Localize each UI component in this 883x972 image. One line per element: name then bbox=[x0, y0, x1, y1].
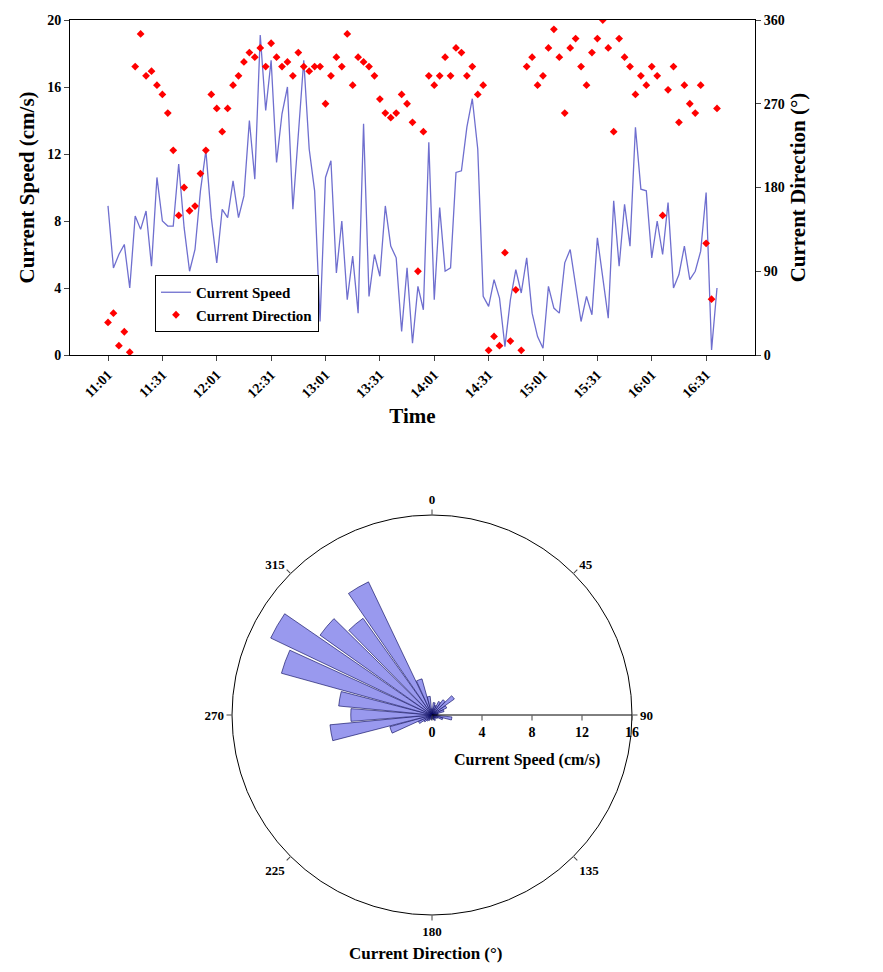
svg-text:270: 270 bbox=[204, 708, 224, 723]
svg-text:Current Direction (°): Current Direction (°) bbox=[786, 93, 810, 283]
svg-text:Current Speed (cm/s): Current Speed (cm/s) bbox=[454, 751, 600, 769]
svg-text:180: 180 bbox=[422, 924, 442, 939]
svg-text:15:31: 15:31 bbox=[571, 367, 605, 401]
svg-text:20: 20 bbox=[47, 13, 61, 28]
svg-text:16:01: 16:01 bbox=[625, 367, 659, 401]
svg-text:11:31: 11:31 bbox=[136, 367, 169, 400]
svg-text:90: 90 bbox=[640, 708, 653, 723]
svg-text:4: 4 bbox=[479, 725, 486, 740]
svg-text:13:01: 13:01 bbox=[299, 367, 333, 401]
svg-text:Current Direction: Current Direction bbox=[196, 308, 312, 324]
svg-text:16: 16 bbox=[47, 80, 61, 95]
svg-text:Current Speed: Current Speed bbox=[196, 285, 291, 301]
svg-text:0: 0 bbox=[764, 348, 771, 363]
svg-text:135: 135 bbox=[579, 863, 599, 878]
svg-text:14:01: 14:01 bbox=[408, 367, 442, 401]
svg-text:12:31: 12:31 bbox=[244, 367, 278, 401]
svg-text:12: 12 bbox=[47, 147, 61, 162]
svg-text:16:31: 16:31 bbox=[679, 367, 713, 401]
svg-text:180: 180 bbox=[764, 180, 785, 195]
svg-text:16: 16 bbox=[625, 725, 639, 740]
svg-text:14:31: 14:31 bbox=[462, 367, 496, 401]
svg-text:11:01: 11:01 bbox=[82, 367, 115, 400]
svg-text:13:31: 13:31 bbox=[353, 367, 387, 401]
svg-text:Current Speed (cm/s): Current Speed (cm/s) bbox=[15, 91, 39, 283]
svg-text:15:01: 15:01 bbox=[516, 367, 550, 401]
svg-text:90: 90 bbox=[764, 264, 778, 279]
svg-text:225: 225 bbox=[265, 863, 285, 878]
svg-text:360: 360 bbox=[764, 13, 785, 28]
svg-text:315: 315 bbox=[265, 557, 285, 572]
svg-text:12:01: 12:01 bbox=[190, 367, 224, 401]
svg-text:8: 8 bbox=[529, 725, 536, 740]
svg-text:4: 4 bbox=[54, 281, 61, 296]
svg-text:0: 0 bbox=[429, 492, 436, 507]
svg-text:Current Direction (°): Current Direction (°) bbox=[349, 944, 502, 963]
svg-text:45: 45 bbox=[579, 557, 593, 572]
svg-text:0: 0 bbox=[429, 725, 436, 740]
svg-text:0: 0 bbox=[54, 348, 61, 363]
svg-text:8: 8 bbox=[54, 214, 61, 229]
svg-text:270: 270 bbox=[764, 97, 785, 112]
svg-text:12: 12 bbox=[575, 725, 589, 740]
svg-text:Time: Time bbox=[389, 404, 435, 428]
